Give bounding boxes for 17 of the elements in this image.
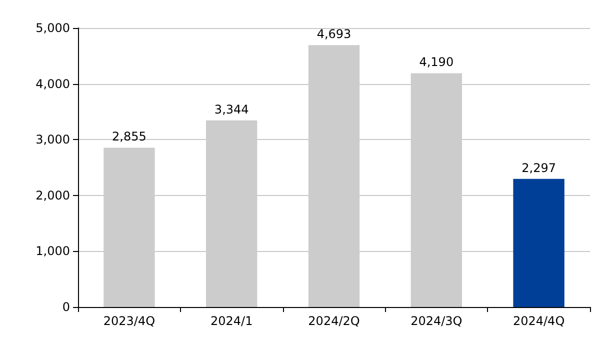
y-tick-label: 1,000 <box>36 244 70 258</box>
x-tick-label: 2024/1 <box>210 314 253 328</box>
data-label: 2,297 <box>522 160 556 175</box>
y-tick-label: 0 <box>62 300 70 314</box>
x-tick-label: 2024/2Q <box>308 314 360 328</box>
x-tick-label: 2024/3Q <box>410 314 462 328</box>
x-tick-label: 2023/4Q <box>103 314 156 328</box>
data-label: 3,344 <box>214 102 249 116</box>
y-tick-label: 3,000 <box>36 132 70 147</box>
y-tick-label: 4,000 <box>36 76 70 91</box>
data-label: 4,693 <box>316 27 352 42</box>
bar <box>513 178 564 307</box>
y-tick-label: 5,000 <box>36 21 70 35</box>
data-label: 2,855 <box>112 130 146 144</box>
x-tick-label: 2024/4Q <box>512 314 565 328</box>
y-tick-label: 2,000 <box>36 188 70 202</box>
data-label: 4,190 <box>419 55 454 70</box>
